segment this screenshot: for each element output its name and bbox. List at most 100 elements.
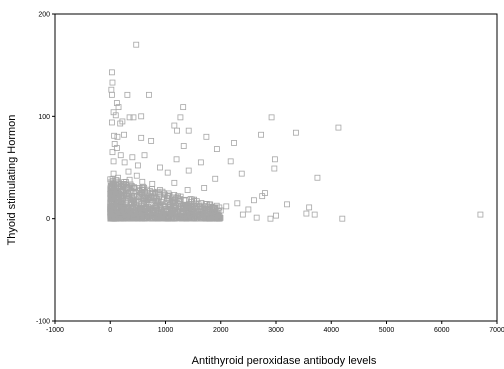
data-point bbox=[142, 214, 149, 221]
data-point bbox=[292, 129, 299, 136]
data-point bbox=[112, 181, 119, 188]
data-point bbox=[335, 124, 342, 131]
data-point bbox=[134, 215, 140, 222]
data-point bbox=[205, 208, 211, 215]
x-axis-title: Antithyroid peroxidase antibody levels bbox=[192, 355, 377, 367]
data-point bbox=[133, 172, 140, 179]
data-point bbox=[131, 184, 138, 191]
data-point bbox=[164, 198, 171, 205]
data-point bbox=[107, 211, 114, 218]
data-point bbox=[178, 203, 184, 209]
data-point bbox=[258, 131, 264, 138]
y-tick-label: 200 bbox=[38, 12, 50, 19]
x-axis: -1000 0 1000 2000 3000 4000 5000 6000 7000 bbox=[46, 321, 504, 334]
data-point bbox=[132, 188, 139, 195]
data-point bbox=[223, 203, 230, 210]
data-point bbox=[109, 149, 116, 156]
data-point bbox=[134, 162, 141, 169]
data-point bbox=[166, 192, 173, 199]
data-point bbox=[156, 214, 163, 220]
data-point bbox=[157, 191, 164, 198]
data-point bbox=[130, 114, 137, 121]
data-point bbox=[108, 182, 115, 189]
data-point bbox=[126, 114, 133, 121]
data-point bbox=[184, 202, 190, 209]
data-point bbox=[140, 207, 147, 214]
data-point bbox=[152, 197, 159, 204]
data-point bbox=[125, 191, 132, 198]
data-point bbox=[113, 145, 120, 151]
data-point bbox=[253, 214, 260, 221]
data-point bbox=[181, 197, 187, 203]
data-point bbox=[111, 132, 118, 139]
data-point bbox=[177, 114, 184, 121]
data-point bbox=[477, 211, 484, 218]
data-point bbox=[107, 199, 114, 206]
data-point bbox=[122, 214, 129, 221]
x-tick-label: 4000 bbox=[323, 327, 339, 334]
data-point bbox=[119, 195, 126, 202]
data-point bbox=[284, 201, 290, 208]
data-point bbox=[210, 205, 217, 212]
data-point bbox=[113, 100, 120, 106]
data-point bbox=[271, 165, 278, 172]
data-point bbox=[138, 113, 145, 120]
data-point bbox=[109, 69, 115, 76]
x-tick-label: 5000 bbox=[379, 327, 395, 334]
data-point bbox=[109, 119, 115, 126]
data-point bbox=[143, 213, 150, 220]
data-point bbox=[148, 137, 155, 144]
data-point bbox=[115, 190, 122, 197]
data-point bbox=[213, 146, 220, 152]
data-point bbox=[125, 168, 132, 175]
data-point bbox=[109, 91, 115, 98]
data-point bbox=[303, 210, 310, 217]
data-point bbox=[212, 175, 219, 182]
data-point bbox=[314, 174, 321, 181]
data-point bbox=[180, 143, 187, 149]
data-point bbox=[110, 158, 117, 165]
data-point bbox=[172, 196, 178, 203]
data-point bbox=[113, 215, 120, 222]
data-point bbox=[172, 209, 178, 216]
data-point bbox=[133, 209, 140, 216]
data-point bbox=[202, 201, 209, 207]
data-point bbox=[184, 187, 191, 193]
data-point bbox=[121, 131, 127, 138]
data-point bbox=[201, 185, 208, 191]
data-point bbox=[273, 212, 279, 219]
data-point bbox=[216, 214, 223, 221]
data-point bbox=[267, 215, 274, 222]
data-point bbox=[157, 164, 163, 171]
data-point bbox=[121, 159, 128, 166]
data-point bbox=[239, 211, 246, 218]
data-point bbox=[178, 213, 185, 220]
data-point bbox=[238, 170, 245, 177]
data-point bbox=[216, 204, 223, 211]
data-point bbox=[197, 159, 204, 166]
data-point bbox=[203, 133, 210, 140]
data-point bbox=[208, 213, 215, 220]
data-point bbox=[144, 186, 151, 193]
data-point bbox=[157, 203, 164, 210]
data-point bbox=[188, 199, 194, 205]
data-point bbox=[173, 156, 180, 163]
x-tick-label: -1000 bbox=[46, 327, 64, 334]
data-point bbox=[174, 127, 181, 134]
data-point bbox=[112, 112, 119, 119]
data-point bbox=[196, 203, 203, 210]
data-point bbox=[117, 152, 124, 159]
data-point bbox=[311, 211, 318, 218]
y-tick-label: 100 bbox=[38, 114, 50, 121]
data-point bbox=[165, 215, 171, 222]
data-point bbox=[177, 215, 184, 221]
data-point bbox=[118, 184, 124, 191]
data-point bbox=[172, 211, 179, 218]
data-point bbox=[250, 197, 257, 204]
data-point bbox=[114, 133, 121, 140]
data-point bbox=[190, 215, 197, 222]
data-point bbox=[132, 213, 139, 220]
data-point bbox=[208, 203, 215, 210]
data-point bbox=[271, 156, 278, 163]
